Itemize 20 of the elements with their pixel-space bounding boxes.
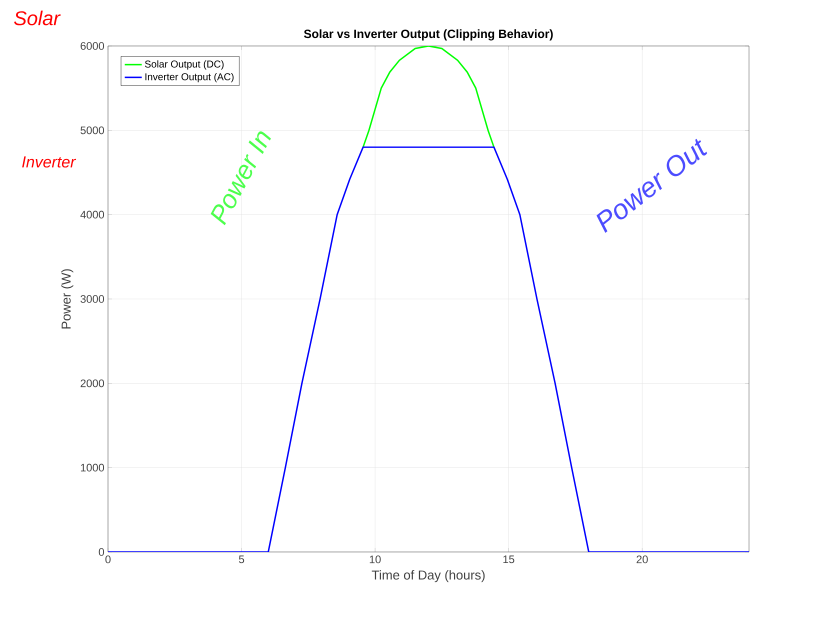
y-tick-label: 6000: [80, 42, 104, 50]
y-tick-label: 5000: [80, 126, 104, 134]
y-tick-label: 3000: [80, 295, 104, 303]
chart-title: Solar vs Inverter Output (Clipping Behavior): [304, 29, 553, 40]
y-tick-label: 0: [98, 548, 104, 556]
y-axis-title: Power (W): [61, 269, 74, 329]
y-tick-label: 4000: [80, 210, 104, 219]
x-tick-label: 5: [238, 556, 244, 564]
x-tick-label: 10: [370, 556, 381, 564]
x-tick-label: 20: [636, 556, 648, 564]
text: Inverter: [22, 156, 76, 168]
y-tick-label: 1000: [80, 464, 104, 472]
x-tick-label: 15: [503, 556, 514, 564]
line-series: [362, 46, 495, 148]
legend-label: Solar Output (DC): [144, 60, 224, 70]
x-tick-label: 0: [105, 556, 111, 564]
y-tick-label: 2000: [80, 379, 104, 388]
text: Solar: [14, 10, 61, 26]
legend-label: Inverter Output (AC): [145, 72, 234, 82]
x-axis-title: Time of Day (hours): [372, 570, 485, 582]
